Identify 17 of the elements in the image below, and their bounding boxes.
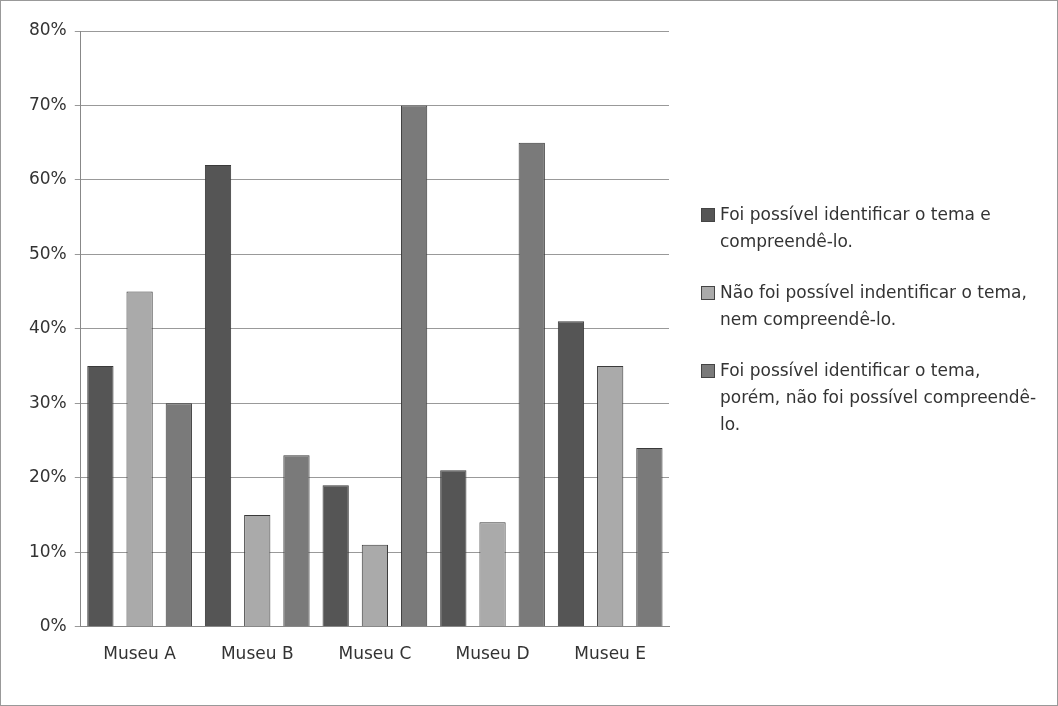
y-tick-label: 30% — [28, 391, 67, 412]
y-tick-label: 60% — [28, 168, 67, 189]
x-tick-label: Museu B — [220, 643, 294, 664]
x-tick-label: Museu E — [574, 643, 647, 664]
legend-label: Não foi possível indentificar o tema, nem compreendê-lo. — [720, 281, 1028, 331]
y-tick-label: 50% — [28, 242, 67, 263]
y-tick-label: 80% — [28, 19, 67, 40]
legend-label: Foi possível identificar o tema, porém, não foi possível compreendê-lo. — [720, 359, 1038, 436]
y-tick-label: 10% — [28, 540, 67, 561]
y-tick-label: 40% — [28, 317, 67, 338]
y-tick-label: 20% — [28, 466, 67, 487]
legend-label: Foi possível identificar o tema e compreendê-lo. — [720, 203, 992, 253]
y-tick-label: 0% — [39, 615, 67, 636]
x-tick-label: Museu C — [338, 643, 412, 664]
x-tick-label: Museu A — [103, 643, 177, 664]
x-tick-label: Museu D — [455, 643, 530, 664]
y-tick-label: 70% — [28, 93, 67, 114]
